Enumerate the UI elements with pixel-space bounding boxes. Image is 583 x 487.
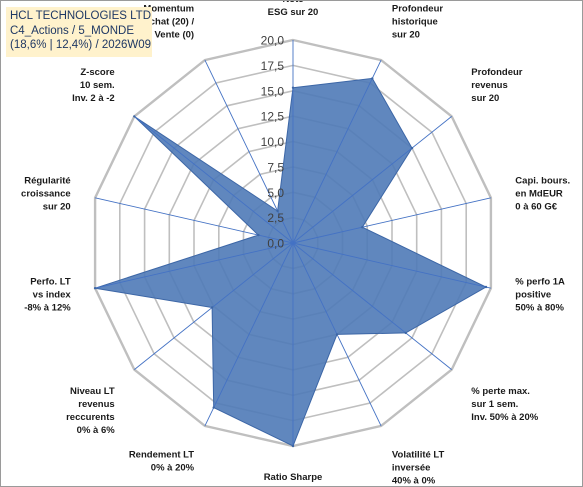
- axis-label: Régularité croissance sur 20: [21, 175, 71, 212]
- axis-label: Profondeur revenus sur 20: [471, 67, 522, 104]
- axis-label-line: en MdEUR: [515, 188, 563, 199]
- data-point: [335, 333, 339, 336]
- title-box: HCL TECHNOLOGIES LTD C4_Actions / 5_MOND…: [6, 7, 152, 57]
- axis-label-line: Rendement LT: [129, 449, 194, 460]
- axis-label: Rendement LT 0% à 20%: [129, 449, 195, 473]
- axis-label-line: % perte max.: [471, 386, 530, 397]
- data-point: [291, 444, 295, 448]
- tick-label: 15,0: [261, 84, 285, 98]
- tick-label: 20,0: [261, 34, 285, 48]
- axis-label-line: Achat (20) /: [143, 17, 195, 28]
- axis-label-line: vs index: [33, 290, 72, 301]
- axis-label-line: Ratio Sharpe: [264, 472, 323, 483]
- data-point: [371, 77, 374, 80]
- data-point: [276, 209, 279, 213]
- tick-label: 10,0: [261, 135, 285, 149]
- axis-label: Momentum Achat (20) / Vente (0): [143, 4, 195, 41]
- axis-label-line: croissance: [21, 188, 71, 199]
- axis-spoke: [94, 242, 294, 289]
- axis-label-line: 40% à 0%: [392, 475, 436, 486]
- axis-label-line: positive: [515, 290, 551, 301]
- axis-label-line: Note: [282, 1, 303, 5]
- tick-label: 2,5: [267, 211, 284, 225]
- axis-label-line: sur 20: [471, 93, 499, 104]
- axis-label-line: Capi. bours.: [515, 175, 570, 186]
- axis-spoke: [204, 242, 294, 427]
- axis-label: % perte max. sur 1 sem. Inv. 50% à 20%: [471, 386, 538, 423]
- axis-label: Ratio Sharpe 0 à 1: [264, 472, 323, 486]
- axis-spoke: [94, 197, 294, 244]
- axis-label: Profondeur historique sur 20: [392, 4, 443, 41]
- axis-spoke: [134, 242, 294, 370]
- axis-label-line: sur 1 sem.: [471, 399, 518, 410]
- axis-label-line: Profondeur: [392, 4, 443, 15]
- axis-label-line: Vente (0): [154, 30, 194, 41]
- axis-label-line: ESG sur 20: [268, 7, 319, 18]
- axis-label-line: 0% à 20%: [151, 462, 195, 473]
- data-point: [361, 226, 364, 229]
- axis-label-line: 50% à 80%: [515, 303, 564, 314]
- tick-label: 7,5: [267, 160, 284, 174]
- axis-label: Perfo. LT vs index -8% à 12%: [24, 277, 71, 314]
- axis-label-line: 0% à 6%: [77, 425, 116, 436]
- axis-label-line: Z-score: [80, 67, 114, 78]
- axis-label-line: -8% à 12%: [24, 303, 71, 314]
- axis-label-line: % perfo 1A: [515, 277, 565, 288]
- axis-label: Note ESG sur 20: [268, 1, 319, 18]
- title-category: C4_Actions / 5_MONDE: [10, 24, 134, 37]
- axis-label: % perfo 1A positive 50% à 80%: [515, 277, 565, 314]
- axis-spoke: [292, 242, 452, 370]
- axis-label-line: revenus: [471, 80, 507, 91]
- axis-label-line: Inv. 2 à -2: [72, 93, 115, 104]
- data-series-area: [94, 77, 488, 447]
- axis-label-line: Inv. 50% à 20%: [471, 412, 538, 423]
- axis-label-line: Profondeur: [471, 67, 522, 78]
- axis-spoke: [204, 59, 294, 244]
- axis-spoke: [292, 59, 382, 244]
- axis-spoke: [134, 116, 294, 244]
- axis-label-line: historique: [392, 17, 438, 28]
- axis-label-line: Momentum: [143, 4, 194, 15]
- title-stats: (18,6% | 12,4%) / 2026W09: [10, 39, 152, 51]
- tick-label: 17,5: [261, 59, 285, 73]
- data-point: [93, 287, 97, 290]
- tick-label: 0,0: [267, 237, 284, 251]
- axis-label-line: sur 20: [392, 30, 420, 41]
- axis-spoke: [292, 197, 492, 244]
- axis-spoke: [292, 116, 452, 244]
- data-point: [133, 115, 136, 118]
- data-point: [404, 331, 407, 335]
- data-point: [257, 233, 260, 237]
- axis-label-line: Niveau LT: [70, 386, 115, 397]
- data-point: [210, 306, 214, 309]
- axis-label-line: Perfo. LT: [30, 277, 71, 288]
- axis-label: Capi. bours. en MdEUR 0 à 60 G€: [515, 175, 570, 212]
- axis-label-line: 0 à 60 G€: [515, 201, 557, 212]
- axis-label: Z-score 10 sem. Inv. 2 à -2: [72, 67, 115, 104]
- tick-label: 5,0: [267, 186, 284, 200]
- axis-label-line: 10 sem.: [80, 80, 115, 91]
- axis-label-line: 0 à 1: [282, 485, 304, 486]
- data-point: [410, 146, 414, 150]
- axis-label-line: Volatilité LT: [392, 449, 445, 460]
- axis-label-line: revenus: [78, 399, 114, 410]
- data-point: [212, 406, 215, 409]
- data-point: [484, 285, 488, 289]
- axis-label: Volatilité LT inversée 40% à 0%: [392, 449, 445, 486]
- title-company: HCL TECHNOLOGIES LTD: [10, 10, 152, 22]
- axis-label-line: Régularité: [24, 175, 70, 186]
- axis-label-line: sur 20: [43, 201, 71, 212]
- axis-label-line: inversée: [392, 462, 431, 473]
- axis-label: Niveau LT revenus reccurents 0% à 6%: [66, 386, 115, 436]
- axis-label-line: reccurents: [66, 412, 115, 423]
- tick-label: 12,5: [261, 110, 285, 124]
- data-point: [291, 86, 295, 89]
- axis-spoke: [292, 242, 492, 289]
